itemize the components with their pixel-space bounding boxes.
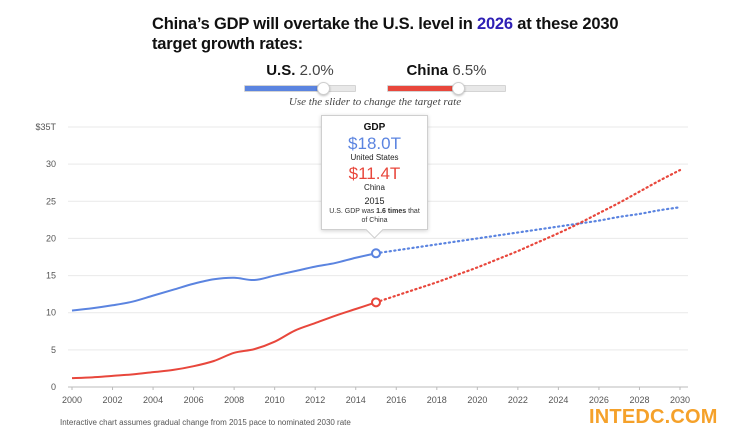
slider-hint: Use the slider to change the target rate xyxy=(288,96,462,108)
us-slider-rate: 2.0% xyxy=(299,62,334,79)
tooltip-year: 2015 xyxy=(364,196,385,206)
china-slider-rate: 6.5% xyxy=(452,62,487,79)
china-2015-point[interactable] xyxy=(371,297,381,308)
us-slider-label: U.S. 2.0% xyxy=(244,62,356,79)
x-tick-label: 2026 xyxy=(589,395,609,405)
us-historical-line[interactable] xyxy=(71,252,377,312)
us-slider-handle[interactable] xyxy=(317,82,330,95)
china-slider-name: China xyxy=(406,62,449,79)
x-tick-label: 2028 xyxy=(629,395,649,405)
x-tick-label: 2002 xyxy=(103,395,123,405)
x-tick-label: 2008 xyxy=(224,395,244,405)
tooltip-us-label: United States xyxy=(350,153,399,162)
us-2015-point[interactable] xyxy=(371,248,381,259)
x-tick-label: 2018 xyxy=(427,395,447,405)
us-slider-name: U.S. xyxy=(266,62,296,79)
chart-title: China’s GDP will overtake the U.S. level… xyxy=(152,14,622,54)
x-tick-label: 2000 xyxy=(62,395,82,405)
china-rate-slider[interactable]: China 6.5% xyxy=(387,62,506,95)
y-tick-label: 15 xyxy=(46,271,56,281)
y-tick-label: 10 xyxy=(46,308,56,318)
china-slider-fill xyxy=(388,86,458,91)
y-tick-label: 5 xyxy=(51,345,56,355)
x-tick-label: 2014 xyxy=(346,395,366,405)
china-slider-label: China 6.5% xyxy=(387,62,506,79)
tooltip-note-ratio: 1.6 times xyxy=(376,208,407,215)
gdp-tooltip: GDP $18.0T United States $11.4T China 20… xyxy=(321,115,428,230)
tooltip-note-before: U.S. GDP was xyxy=(329,208,377,215)
watermark-logo: INTEDC.COM xyxy=(589,406,718,428)
tooltip-us-value: $18.0T xyxy=(348,134,401,153)
us-projection-line[interactable] xyxy=(374,206,682,255)
title-text-before: China’s GDP will overtake the U.S. level… xyxy=(152,15,477,33)
x-tick-label: 2024 xyxy=(548,395,568,405)
y-tick-label: 25 xyxy=(46,196,56,206)
x-tick-label: 2006 xyxy=(184,395,204,405)
tooltip-china-label: China xyxy=(364,183,385,192)
china-slider-track[interactable] xyxy=(387,82,506,95)
y-tick-label: 20 xyxy=(46,233,56,243)
x-tick-label: 2016 xyxy=(386,395,406,405)
y-tick-label: 30 xyxy=(46,159,56,169)
us-rate-slider[interactable]: U.S. 2.0% xyxy=(244,62,356,95)
tooltip-note: U.S. GDP was 1.6 times that of China xyxy=(322,207,427,225)
x-tick-label: 2004 xyxy=(143,395,163,405)
us-slider-fill xyxy=(245,86,323,91)
x-tick-label: 2030 xyxy=(670,395,690,405)
china-historical-line[interactable] xyxy=(71,301,377,380)
x-tick-label: 2020 xyxy=(467,395,487,405)
china-slider-handle[interactable] xyxy=(452,82,465,95)
y-tick-label: 0 xyxy=(51,382,56,392)
title-text-after: at these 2030 target growth rates: xyxy=(152,15,619,53)
x-tick-label: 2012 xyxy=(305,395,325,405)
tooltip-china-value: $11.4T xyxy=(348,164,401,183)
x-tick-label: 2010 xyxy=(265,395,285,405)
tooltip-title: GDP xyxy=(363,122,386,133)
title-crossover-year: 2026 xyxy=(476,15,513,33)
us-slider-track[interactable] xyxy=(244,82,356,95)
x-tick-label: 2022 xyxy=(508,395,528,405)
chart-footnote: Interactive chart assumes gradual change… xyxy=(60,418,351,427)
y-tick-label: $35T xyxy=(35,122,56,132)
china-projection-line[interactable] xyxy=(374,168,682,304)
